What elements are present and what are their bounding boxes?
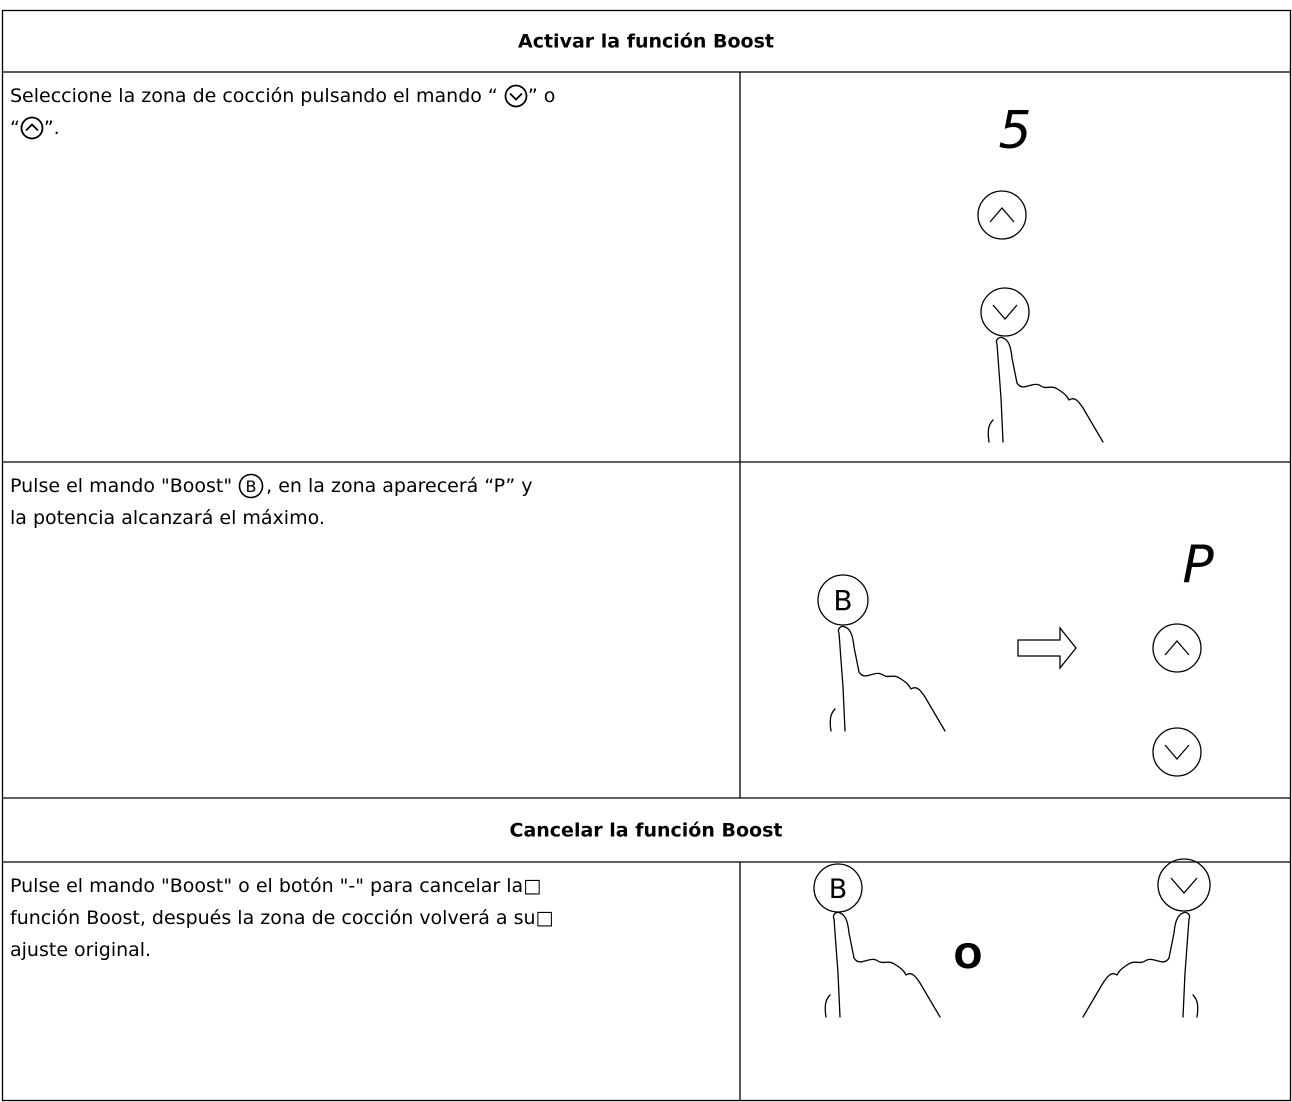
down-chevron	[1164, 744, 1190, 760]
up-chevron	[989, 207, 1015, 223]
table-border	[1, 9, 1292, 1102]
up-button	[977, 190, 1027, 240]
hand	[987, 336, 1104, 443]
text: , en la zona aparecerá “P” y	[266, 475, 533, 497]
text: “	[10, 117, 20, 139]
down-button	[1157, 858, 1211, 912]
boost-icon: B	[238, 473, 264, 499]
up-chevron	[1164, 640, 1190, 656]
section-title: Cancelar la función Boost	[510, 820, 783, 842]
down-button	[1152, 727, 1202, 777]
text: Seleccione la zona de cocción pulsando e…	[10, 85, 504, 107]
step-text: Pulse el mando "Boost" o el botón "-" pa…	[10, 870, 738, 966]
boost-label: B	[829, 874, 848, 905]
step-text: Pulse el mando "Boost" B , en la zona apa…	[10, 470, 738, 534]
text: función Boost, después la zona de cocció…	[10, 907, 554, 929]
text: Pulse el mando "Boost"	[10, 475, 239, 497]
down-icon	[504, 84, 528, 108]
down-button	[980, 287, 1030, 337]
hand	[1082, 911, 1199, 1018]
text: ” o	[527, 85, 556, 107]
down-chevron	[992, 304, 1018, 320]
text: ”.	[43, 117, 60, 139]
step-text: Seleccione la zona de cocción pulsando e…	[10, 80, 738, 144]
text: ajuste original.	[10, 939, 152, 961]
up-button	[1152, 623, 1202, 673]
hand	[824, 911, 941, 1018]
hand	[829, 625, 946, 732]
display-digit: P	[1182, 535, 1214, 595]
arrow	[1017, 626, 1077, 670]
boost-icon-label: B	[246, 477, 257, 496]
boost-label: B	[833, 584, 852, 617]
display-digit: 5	[998, 101, 1031, 161]
separator: O	[954, 937, 983, 977]
boost-button	[817, 574, 869, 626]
text: Pulse el mando "Boost" o el botón "-" pa…	[10, 875, 542, 897]
section-title: Activar la función Boost	[518, 31, 774, 53]
down-chevron	[1170, 877, 1198, 894]
up-icon	[20, 116, 44, 140]
text: la potencia alcanzará el máximo.	[10, 507, 325, 529]
